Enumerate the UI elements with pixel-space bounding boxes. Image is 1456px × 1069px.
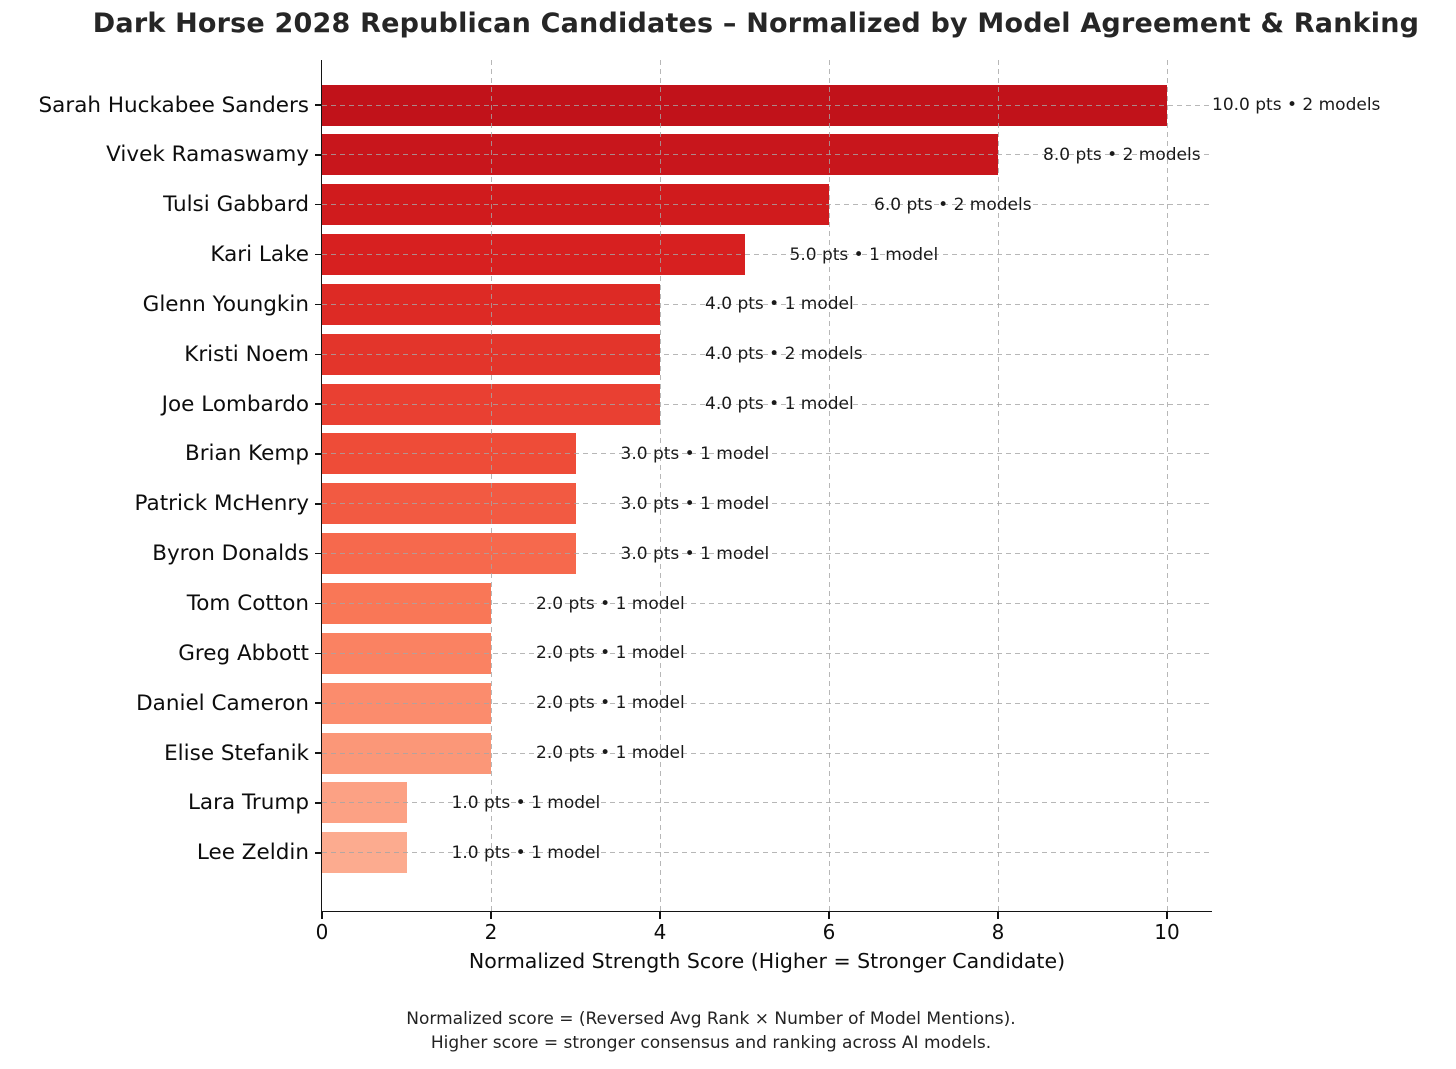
footnote-line-2: Higher score = stronger consensus and ra… (430, 1032, 992, 1053)
y-label-tom-cotton: Tom Cotton (186, 591, 309, 616)
x-tick-label-8: 8 (991, 920, 1005, 944)
gridline-horizontal-sarah-huckabee-sanders (322, 104, 1212, 106)
y-label-glenn-youngkin: Glenn Youngkin (142, 291, 309, 317)
footnote-line-1: Normalized score = (Reversed Avg Rank × … (406, 1009, 1016, 1029)
x-tick-8 (997, 912, 999, 919)
bar-annotation-daniel-cameron: 2.0 pts • 1 model (536, 693, 685, 714)
y-tick-vivek-ramaswamy (314, 154, 321, 156)
x-tick-6 (828, 912, 830, 919)
y-label-tulsi-gabbard: Tulsi Gabbard (163, 192, 309, 218)
y-axis-spine (320, 60, 323, 913)
y-label-byron-donalds: Byron Donalds (152, 541, 309, 567)
chart-footnote: Normalized score = (Reversed Avg Rank × … (0, 1008, 1422, 1055)
chart-title: Dark Horse 2028 Republican Candidates – … (92, 8, 1420, 39)
y-tick-tulsi-gabbard (314, 203, 321, 206)
x-tick-2 (490, 912, 492, 919)
y-tick-sarah-huckabee-sanders (314, 104, 321, 106)
x-tick-4 (659, 912, 661, 919)
y-label-kristi-noem: Kristi Noem (184, 341, 309, 367)
bar-annotation-vivek-ramaswamy: 8.0 pts • 2 models (1043, 144, 1201, 165)
gridline-horizontal-daniel-cameron (322, 702, 1212, 704)
y-label-kari-lake: Kari Lake (210, 242, 309, 268)
gridline-horizontal-lara-trump (322, 802, 1212, 804)
y-tick-kari-lake (314, 253, 321, 256)
bar-annotation-glenn-youngkin: 4.0 pts • 1 model (705, 294, 854, 315)
gridline-horizontal-patrick-mchenry (322, 503, 1212, 505)
bar-annotation-elise-stefanik: 2.0 pts • 1 model (536, 743, 685, 764)
gridline-horizontal-kristi-noem (322, 353, 1212, 355)
gridline-horizontal-brian-kemp (322, 453, 1212, 455)
y-tick-daniel-cameron (314, 702, 321, 704)
gridline-horizontal-kari-lake (322, 254, 1212, 256)
y-tick-glenn-youngkin (314, 303, 321, 306)
gridline-horizontal-tulsi-gabbard (322, 204, 1212, 206)
y-tick-patrick-mchenry (314, 503, 321, 505)
y-tick-brian-kemp (314, 453, 321, 455)
bar-annotation-kari-lake: 5.0 pts • 1 model (789, 244, 939, 265)
gridline-vertical-6 (828, 60, 830, 912)
bar-annotation-lara-trump: 1.0 pts • 1 model (451, 792, 601, 813)
gridline-horizontal-byron-donalds (322, 553, 1212, 555)
gridline-vertical-10 (1166, 60, 1168, 912)
x-tick-label-4: 4 (653, 920, 667, 944)
gridline-horizontal-lee-zeldin (322, 852, 1212, 854)
y-label-daniel-cameron: Daniel Cameron (136, 690, 309, 716)
y-label-elise-stefanik: Elise Stefanik (164, 740, 309, 766)
y-tick-byron-donalds (314, 552, 321, 555)
bar-annotation-lee-zeldin: 1.0 pts • 1 model (451, 842, 601, 863)
bar-annotation-tom-cotton: 2.0 pts • 1 model (536, 593, 685, 614)
x-tick-label-0: 0 (315, 920, 329, 944)
gridline-vertical-4 (659, 60, 661, 912)
bar-annotation-byron-donalds: 3.0 pts • 1 model (620, 543, 770, 564)
gridline-vertical-8 (997, 60, 999, 912)
y-label-lee-zeldin: Lee Zeldin (196, 840, 309, 866)
gridline-horizontal-joe-lombardo (322, 403, 1212, 405)
x-tick-0 (321, 912, 323, 919)
gridline-horizontal-glenn-youngkin (322, 303, 1212, 305)
bar-annotation-kristi-noem: 4.0 pts • 2 models (705, 344, 863, 365)
gridline-horizontal-vivek-ramaswamy (322, 154, 1212, 156)
x-tick-label-2: 2 (484, 920, 498, 944)
y-tick-elise-stefanik (314, 752, 321, 754)
y-label-sarah-huckabee-sanders: Sarah Huckabee Sanders (38, 92, 309, 118)
gridline-horizontal-tom-cotton (322, 603, 1212, 604)
bar-annotation-tulsi-gabbard: 6.0 pts • 2 models (874, 194, 1032, 215)
y-label-patrick-mchenry: Patrick McHenry (134, 491, 309, 517)
bar-annotation-greg-abbott: 2.0 pts • 1 model (536, 643, 685, 664)
gridline-vertical-2 (490, 60, 492, 912)
y-tick-kristi-noem (314, 353, 321, 355)
gridline-horizontal-elise-stefanik (322, 752, 1212, 754)
y-tick-greg-abbott (314, 652, 321, 655)
y-label-greg-abbott: Greg Abbott (178, 640, 309, 666)
x-tick-10 (1166, 912, 1168, 919)
bar-annotation-joe-lombardo: 4.0 pts • 1 model (705, 394, 854, 415)
y-tick-tom-cotton (314, 602, 321, 605)
bar-annotation-patrick-mchenry: 3.0 pts • 1 model (620, 493, 770, 514)
y-label-lara-trump: Lara Trump (187, 790, 309, 816)
y-tick-lee-zeldin (314, 852, 321, 854)
x-axis-label: Normalized Strength Score (Higher = Stro… (468, 949, 1066, 973)
bar-annotation-brian-kemp: 3.0 pts • 1 model (620, 443, 770, 464)
bar-annotation-sarah-huckabee-sanders: 10.0 pts • 2 models (1212, 95, 1381, 115)
x-axis-spine (320, 910, 1213, 913)
y-label-vivek-ramaswamy: Vivek Ramaswamy (106, 142, 309, 168)
gridline-horizontal-greg-abbott (322, 652, 1212, 654)
y-label-joe-lombardo: Joe Lombardo (161, 391, 309, 417)
y-label-brian-kemp: Brian Kemp (184, 441, 309, 467)
x-tick-label-6: 6 (822, 920, 836, 944)
x-tick-label-10: 10 (1154, 920, 1180, 944)
y-tick-joe-lombardo (314, 403, 321, 405)
y-tick-lara-trump (314, 802, 321, 804)
